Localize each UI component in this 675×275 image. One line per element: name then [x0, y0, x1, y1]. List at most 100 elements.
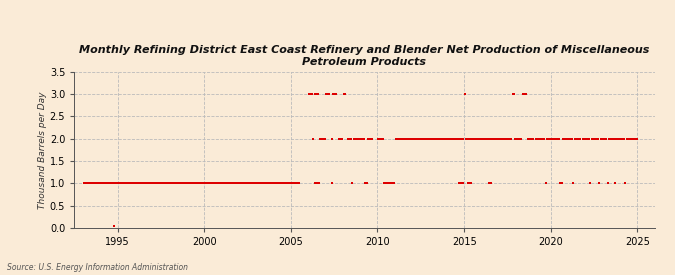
Point [109, 224, 119, 228]
Point [288, 181, 298, 186]
Point [588, 136, 599, 141]
Point [87, 181, 98, 186]
Point [624, 136, 635, 141]
Point [310, 92, 321, 96]
Point [260, 181, 271, 186]
Point [491, 136, 502, 141]
Point [627, 136, 638, 141]
Point [419, 136, 430, 141]
Point [126, 181, 137, 186]
Point [158, 181, 169, 186]
Point [406, 136, 417, 141]
Point [233, 181, 244, 186]
Point [225, 181, 236, 186]
Point [387, 181, 398, 186]
Point [455, 181, 466, 186]
Point [230, 181, 241, 186]
Point [263, 181, 274, 186]
Point [439, 136, 450, 141]
Point [562, 136, 573, 141]
Point [196, 181, 207, 186]
Point [335, 136, 346, 141]
Point [143, 181, 154, 186]
Point [96, 181, 107, 186]
Point [554, 136, 564, 141]
Point [389, 181, 400, 186]
Point [162, 181, 173, 186]
Point [253, 181, 264, 186]
Point [205, 181, 216, 186]
Point [450, 136, 460, 141]
Point [247, 181, 258, 186]
Point [565, 136, 576, 141]
Point [431, 136, 441, 141]
Point [198, 181, 209, 186]
Point [446, 136, 457, 141]
Point [354, 136, 365, 141]
Point [408, 136, 418, 141]
Point [139, 181, 150, 186]
Point [223, 181, 234, 186]
Point [234, 181, 245, 186]
Point [442, 136, 453, 141]
Point [181, 181, 192, 186]
Point [92, 181, 103, 186]
Point [151, 181, 161, 186]
Point [621, 136, 632, 141]
Point [119, 181, 130, 186]
Point [377, 136, 388, 141]
Point [620, 181, 630, 186]
Point [488, 136, 499, 141]
Point [129, 181, 140, 186]
Point [531, 136, 541, 141]
Point [516, 136, 526, 141]
Point [94, 181, 105, 186]
Point [532, 136, 543, 141]
Point [236, 181, 246, 186]
Point [276, 181, 287, 186]
Point [456, 136, 467, 141]
Point [252, 181, 263, 186]
Point [436, 136, 447, 141]
Point [309, 92, 320, 96]
Point [152, 181, 163, 186]
Point [364, 136, 375, 141]
Point [360, 181, 371, 186]
Point [99, 181, 109, 186]
Point [262, 181, 273, 186]
Point [215, 181, 226, 186]
Point [392, 136, 402, 141]
Point [533, 136, 544, 141]
Point [250, 181, 261, 186]
Point [558, 136, 568, 141]
Point [614, 136, 625, 141]
Point [123, 181, 134, 186]
Point [327, 181, 338, 186]
Point [352, 136, 363, 141]
Point [560, 136, 571, 141]
Point [146, 181, 157, 186]
Point [328, 92, 339, 96]
Point [81, 181, 92, 186]
Point [595, 136, 606, 141]
Point [484, 136, 495, 141]
Point [185, 181, 196, 186]
Point [208, 181, 219, 186]
Point [327, 136, 338, 141]
Point [259, 181, 269, 186]
Point [120, 181, 131, 186]
Point [117, 181, 128, 186]
Point [220, 181, 231, 186]
Point [526, 136, 537, 141]
Point [163, 181, 174, 186]
Point [445, 136, 456, 141]
Point [631, 136, 642, 141]
Point [190, 181, 200, 186]
Point [591, 136, 601, 141]
Point [256, 181, 267, 186]
Point [173, 181, 184, 186]
Point [159, 181, 170, 186]
Point [84, 181, 95, 186]
Point [238, 181, 249, 186]
Point [165, 181, 176, 186]
